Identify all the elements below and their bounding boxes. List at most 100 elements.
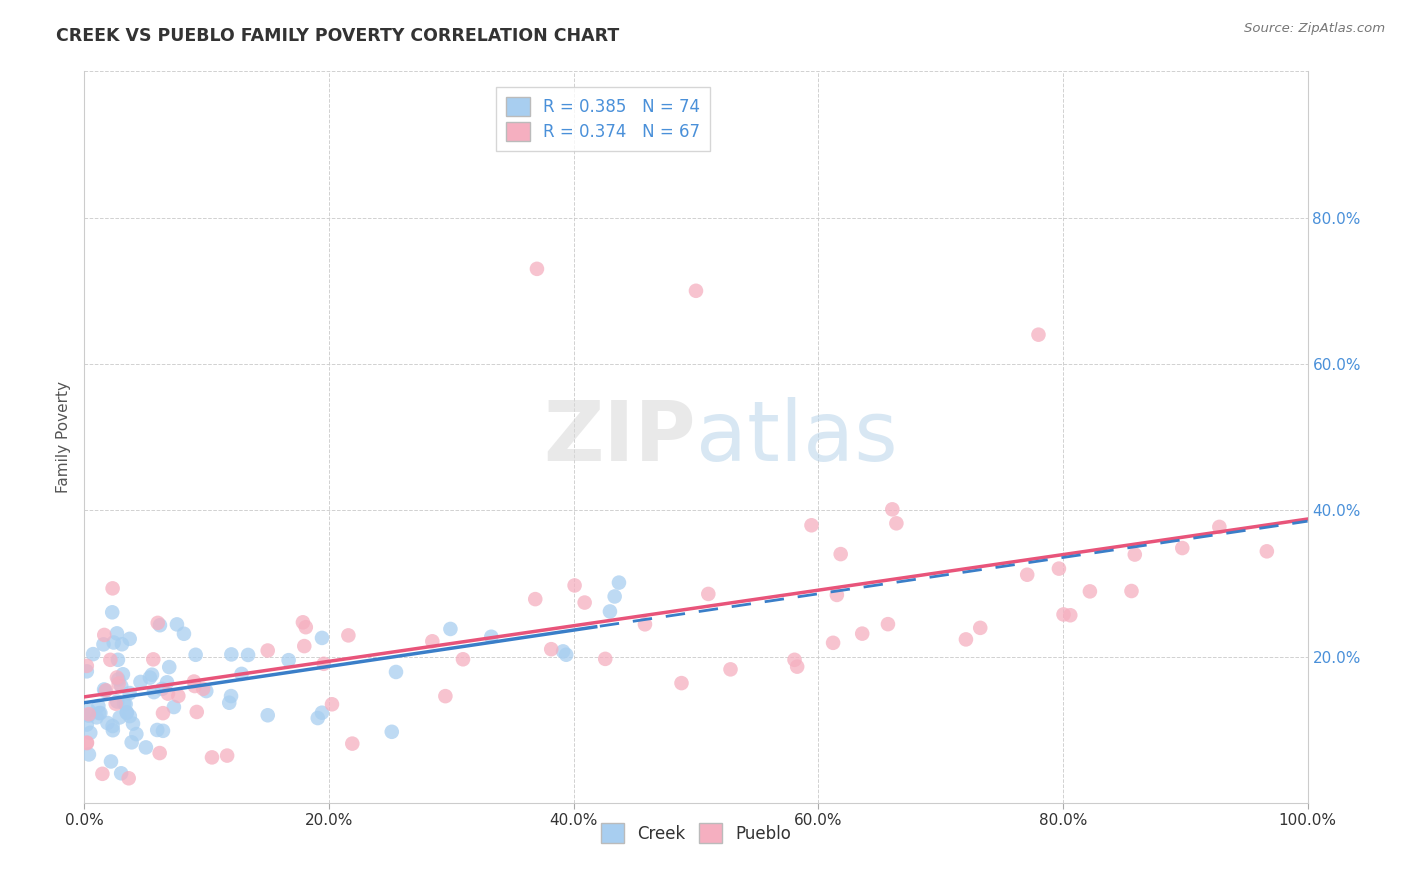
- Point: [607, 575, 630, 590]
- Point: [551, 644, 574, 658]
- Point: [381, 724, 404, 739]
- Point: [886, 516, 908, 531]
- Point: [786, 659, 808, 673]
- Point: [156, 687, 179, 701]
- Point: [685, 284, 707, 298]
- Point: [385, 665, 408, 679]
- Point: [156, 675, 179, 690]
- Point: [96, 716, 118, 731]
- Point: [100, 653, 122, 667]
- Point: [671, 676, 693, 690]
- Point: [195, 684, 218, 698]
- Point: [634, 617, 657, 632]
- Legend: Creek, Pueblo: Creek, Pueblo: [593, 817, 799, 849]
- Point: [451, 652, 474, 666]
- Point: [191, 681, 214, 696]
- Point: [114, 697, 136, 711]
- Point: [118, 709, 141, 723]
- Point: [217, 748, 239, 763]
- Point: [94, 684, 117, 698]
- Point: [969, 621, 991, 635]
- Point: [77, 708, 100, 723]
- Point: [118, 772, 141, 786]
- Point: [166, 617, 188, 632]
- Point: [851, 626, 873, 640]
- Point: [142, 652, 165, 666]
- Point: [163, 700, 186, 714]
- Point: [76, 736, 98, 750]
- Point: [142, 685, 165, 699]
- Point: [135, 740, 157, 755]
- Point: [201, 750, 224, 764]
- Point: [129, 675, 152, 690]
- Point: [292, 639, 315, 653]
- Point: [149, 746, 172, 760]
- Point: [342, 737, 364, 751]
- Point: [564, 578, 586, 592]
- Y-axis label: Family Poverty: Family Poverty: [56, 381, 72, 493]
- Point: [311, 706, 333, 720]
- Point: [118, 632, 141, 646]
- Point: [783, 653, 806, 667]
- Point: [94, 683, 117, 698]
- Point: [420, 634, 443, 648]
- Point: [186, 705, 208, 719]
- Point: [877, 617, 900, 632]
- Point: [101, 723, 124, 738]
- Point: [1123, 548, 1146, 562]
- Point: [321, 698, 343, 712]
- Point: [149, 618, 172, 632]
- Point: [955, 632, 977, 647]
- Point: [1171, 541, 1194, 555]
- Point: [100, 755, 122, 769]
- Point: [173, 627, 195, 641]
- Point: [76, 736, 98, 750]
- Point: [108, 710, 131, 724]
- Point: [103, 635, 125, 649]
- Point: [89, 706, 111, 720]
- Point: [93, 682, 115, 697]
- Point: [1078, 584, 1101, 599]
- Point: [439, 622, 461, 636]
- Point: [111, 637, 134, 651]
- Point: [231, 666, 253, 681]
- Point: [87, 698, 110, 713]
- Point: [236, 648, 259, 662]
- Point: [107, 653, 129, 667]
- Point: [87, 706, 110, 720]
- Point: [291, 615, 314, 630]
- Point: [76, 659, 98, 673]
- Point: [256, 643, 278, 657]
- Point: [105, 694, 128, 708]
- Point: [1028, 327, 1050, 342]
- Point: [101, 605, 124, 619]
- Point: [141, 667, 163, 681]
- Point: [183, 679, 205, 693]
- Point: [139, 671, 162, 685]
- Text: atlas: atlas: [696, 397, 897, 477]
- Point: [79, 726, 101, 740]
- Point: [294, 620, 316, 634]
- Point: [603, 590, 626, 604]
- Point: [526, 261, 548, 276]
- Point: [125, 727, 148, 741]
- Point: [1047, 561, 1070, 575]
- Point: [882, 502, 904, 516]
- Point: [118, 686, 141, 700]
- Point: [112, 697, 135, 711]
- Point: [1052, 607, 1074, 622]
- Point: [121, 735, 143, 749]
- Point: [307, 711, 329, 725]
- Point: [77, 747, 100, 762]
- Point: [1121, 584, 1143, 599]
- Point: [152, 706, 174, 720]
- Point: [256, 708, 278, 723]
- Point: [146, 723, 169, 737]
- Point: [800, 518, 823, 533]
- Point: [77, 704, 100, 718]
- Point: [825, 588, 848, 602]
- Point: [830, 547, 852, 561]
- Point: [104, 697, 127, 711]
- Point: [111, 667, 134, 681]
- Point: [110, 679, 132, 693]
